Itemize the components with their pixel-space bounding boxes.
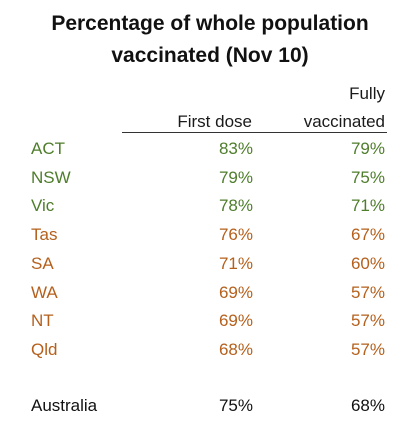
state-label: WA (31, 282, 58, 302)
first-dose-value: 78% (218, 196, 253, 216)
fully-vaccinated-value: 57% (350, 339, 385, 359)
first-dose-value: 83% (218, 139, 253, 158)
state-label: Australia (31, 396, 98, 415)
fully-vaccinated-value: 67% (350, 225, 385, 245)
state-label: ACT (31, 139, 65, 158)
table-row: NSW 79% 75% (0, 166, 420, 190)
fully-vaccinated-value: 71% (350, 196, 385, 216)
state-label: SA (31, 253, 54, 273)
first-dose-value: 69% (218, 311, 253, 331)
fully-vaccinated-value: 57% (350, 282, 385, 302)
state-label: Qld (31, 339, 58, 359)
total-row: Australia 75% 68% (0, 394, 420, 418)
table-row: Vic 78% 71% (0, 194, 420, 218)
fully-vaccinated-value: 60% (350, 253, 385, 273)
table-row: Tas 76% 67% (0, 223, 420, 247)
fully-vaccinated-value: 79% (350, 139, 385, 158)
chart-title: Percentage of whole population vaccinate… (0, 8, 420, 72)
table-row: ACT 83% 79% (0, 137, 420, 161)
first-dose-value: 68% (218, 339, 253, 359)
fully-vaccinated-value: 75% (350, 167, 385, 187)
fully-vaccinated-value: 57% (350, 311, 385, 331)
first-dose-value: 75% (218, 396, 253, 415)
state-label: Tas (31, 225, 58, 245)
header-divider (122, 132, 387, 133)
state-label: Vic (31, 196, 55, 216)
column-header-fully-vaccinated-line-1: Fully (349, 84, 385, 103)
table-row: SA 71% 60% (0, 252, 420, 276)
chart-title-line-1: Percentage of whole population (51, 12, 369, 35)
first-dose-value: 76% (218, 225, 253, 245)
chart-title-line-2: vaccinated (Nov 10) (111, 44, 309, 67)
column-header-first-dose: First dose (177, 112, 252, 131)
column-header-fully-vaccinated: Fully (349, 83, 385, 105)
column-header-fully-vaccinated-second: vaccinated (304, 111, 385, 133)
state-label: NT (31, 311, 54, 331)
state-label: NSW (31, 167, 71, 187)
first-dose-value: 79% (218, 167, 253, 187)
table-row: WA 69% 57% (0, 281, 420, 305)
table-row: NT 69% 57% (0, 309, 420, 333)
first-dose-value: 69% (218, 282, 253, 302)
column-header-fully-vaccinated-line-2: vaccinated (303, 112, 385, 131)
table-row: Qld 68% 57% (0, 338, 420, 362)
first-dose-value: 71% (218, 253, 253, 273)
fully-vaccinated-value: 68% (350, 396, 385, 415)
